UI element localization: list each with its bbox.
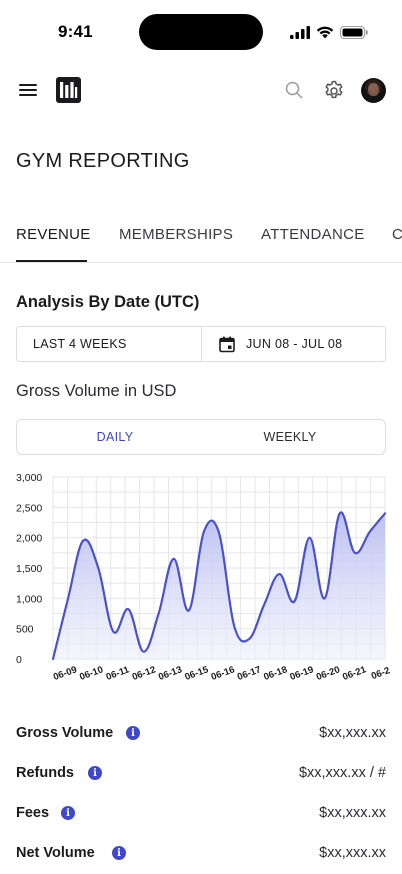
tab-revenue[interactable]: REVENUE xyxy=(16,226,91,243)
chart-area xyxy=(53,512,385,659)
brand-logo[interactable] xyxy=(56,77,81,103)
app-header xyxy=(0,72,402,108)
page-title: GYM REPORTING xyxy=(16,150,190,172)
x-tick-label: 06-18 xyxy=(262,664,289,683)
x-tick-label: 06-21 xyxy=(341,664,368,683)
metric-fees: Fees i $xx,xxx.xx xyxy=(16,804,386,824)
tab-bar: REVENUE MEMBERSHIPS ATTENDANCE C xyxy=(0,222,402,263)
wifi-icon xyxy=(316,26,334,38)
battery-icon xyxy=(340,25,368,39)
toggle-daily[interactable]: DAILY xyxy=(96,430,134,444)
tab-overflow[interactable]: C xyxy=(392,226,402,243)
metric-value: $xx,xxx.xx xyxy=(319,845,386,861)
status-bar: 9:41 xyxy=(0,0,402,64)
info-icon[interactable]: i xyxy=(61,806,75,820)
search-icon[interactable] xyxy=(284,80,304,100)
x-tick-label: 06-19 xyxy=(289,664,316,683)
x-axis: 06-09 06-10 06-11 06-12 06-13 06-15 06-16 06-17… xyxy=(52,664,392,683)
user-avatar[interactable] xyxy=(361,78,386,103)
y-tick-label: 500 xyxy=(16,624,34,636)
range-preset-select[interactable]: LAST 4 WEEKS xyxy=(17,327,202,361)
gear-icon[interactable] xyxy=(322,79,346,103)
interval-toggle: DAILY WEEKLY xyxy=(16,419,386,455)
metric-label: Net Volume xyxy=(16,845,95,861)
metric-label: Refunds xyxy=(16,765,74,781)
date-range-selector: LAST 4 WEEKS JUN 08 - JUL 08 xyxy=(16,326,386,362)
analysis-title: Analysis By Date (UTC) xyxy=(16,293,200,311)
date-range-label: JUN 08 - JUL 08 xyxy=(246,337,343,351)
metric-gross-volume: Gross Volume i $xx,xxx.xx xyxy=(16,724,386,744)
toggle-weekly[interactable]: WEEKLY xyxy=(263,430,317,444)
y-axis: 3,000 2,500 2,000 1,500 1,000 500 0 xyxy=(16,472,42,666)
info-icon[interactable]: i xyxy=(126,726,140,740)
x-tick-label: 06-17 xyxy=(236,664,263,683)
y-tick-label: 2,000 xyxy=(16,533,42,545)
metric-refunds: Refunds i $xx,xxx.xx / # xyxy=(16,764,386,784)
y-tick-label: 3,000 xyxy=(16,472,42,484)
x-tick-label: 06-12 xyxy=(131,664,158,683)
hamburger-icon[interactable] xyxy=(16,80,40,100)
x-tick-label: 06-11 xyxy=(105,664,132,683)
x-tick-label: 06-2 xyxy=(370,665,392,682)
dynamic-island xyxy=(139,14,263,50)
metric-value: $xx,xxx.xx xyxy=(319,805,386,821)
x-tick-label: 06-09 xyxy=(52,664,79,683)
metric-label: Fees xyxy=(16,805,50,821)
metric-value: $xx,xxx.xx / # xyxy=(298,765,386,781)
metric-label: Gross Volume xyxy=(16,725,114,741)
status-time: 9:41 xyxy=(58,22,93,41)
chart-title: Gross Volume in USD xyxy=(16,382,177,400)
tab-attendance[interactable]: ATTENDANCE xyxy=(261,226,365,243)
y-tick-label: 1,000 xyxy=(16,593,42,605)
x-tick-label: 06-13 xyxy=(157,664,184,683)
range-preset-label: LAST 4 WEEKS xyxy=(33,337,127,351)
cellular-signal-icon xyxy=(290,25,310,39)
chart-line xyxy=(51,511,387,661)
metric-net-volume: Net Volume i $xx,xxx.xx xyxy=(16,844,386,864)
x-tick-label: 06-10 xyxy=(78,664,105,683)
info-icon[interactable]: i xyxy=(88,766,102,780)
x-tick-label: 06-20 xyxy=(315,664,342,683)
y-tick-label: 1,500 xyxy=(16,563,42,575)
x-tick-label: 06-15 xyxy=(183,664,210,683)
x-tick-label: 06-16 xyxy=(210,664,237,683)
status-icons xyxy=(290,24,368,40)
calendar-icon xyxy=(219,336,235,353)
y-tick-label: 2,500 xyxy=(16,502,42,514)
tab-memberships[interactable]: MEMBERSHIPS xyxy=(119,226,234,243)
metric-value: $xx,xxx.xx xyxy=(319,725,386,741)
date-range-picker[interactable]: JUN 08 - JUL 08 xyxy=(202,327,385,361)
gross-volume-chart: 3,000 2,500 2,000 1,500 1,000 500 0 06-09 06-10… xyxy=(16,472,392,683)
y-tick-label: 0 xyxy=(16,654,22,666)
info-icon[interactable]: i xyxy=(112,846,126,860)
active-tab-indicator xyxy=(16,260,87,262)
